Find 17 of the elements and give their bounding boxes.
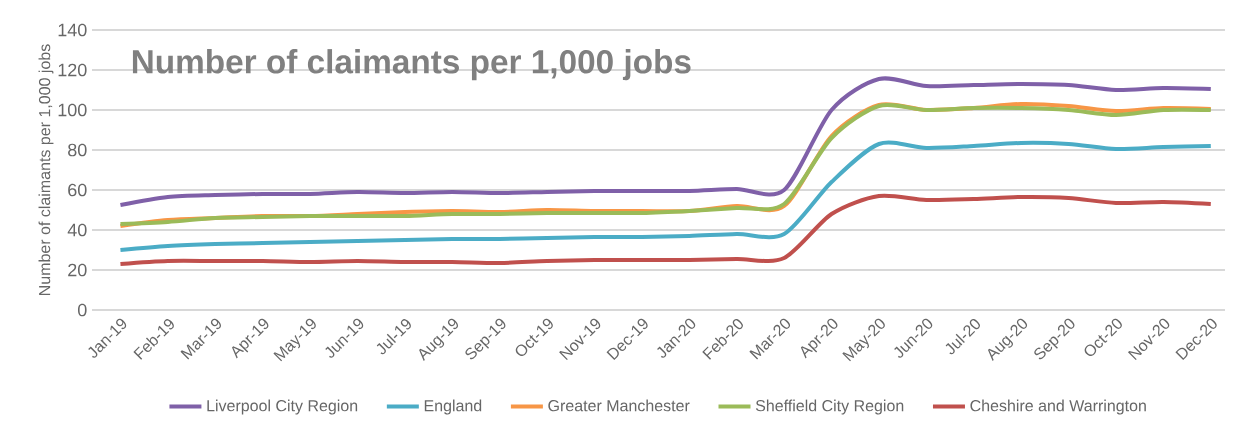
y-tick-label: 0 — [77, 303, 87, 317]
line-series — [118, 193, 1213, 266]
y-tick-label: 140 — [58, 23, 87, 37]
y-tick-label: 100 — [58, 103, 87, 117]
line-series — [118, 140, 1213, 252]
legend-label: England — [424, 399, 482, 415]
y-tick-label: 40 — [67, 223, 87, 237]
y-tick-label: 120 — [58, 63, 87, 77]
legend-label: Sheffield City Region — [755, 399, 904, 415]
y-tick-label: 60 — [68, 183, 87, 197]
y-tick-label: 80 — [68, 143, 87, 157]
legend-label: Greater Manchester — [548, 399, 690, 412]
y-axis-title: Number of claimants per 1,000 jobs — [38, 44, 54, 295]
legend-label: Cheshire and Warrington — [970, 399, 1146, 415]
y-tick-label: 20 — [68, 263, 87, 277]
legend-label: Liverpool City Region — [207, 399, 358, 415]
text: Number of claimants per 1,000 jobs — [132, 49, 691, 81]
